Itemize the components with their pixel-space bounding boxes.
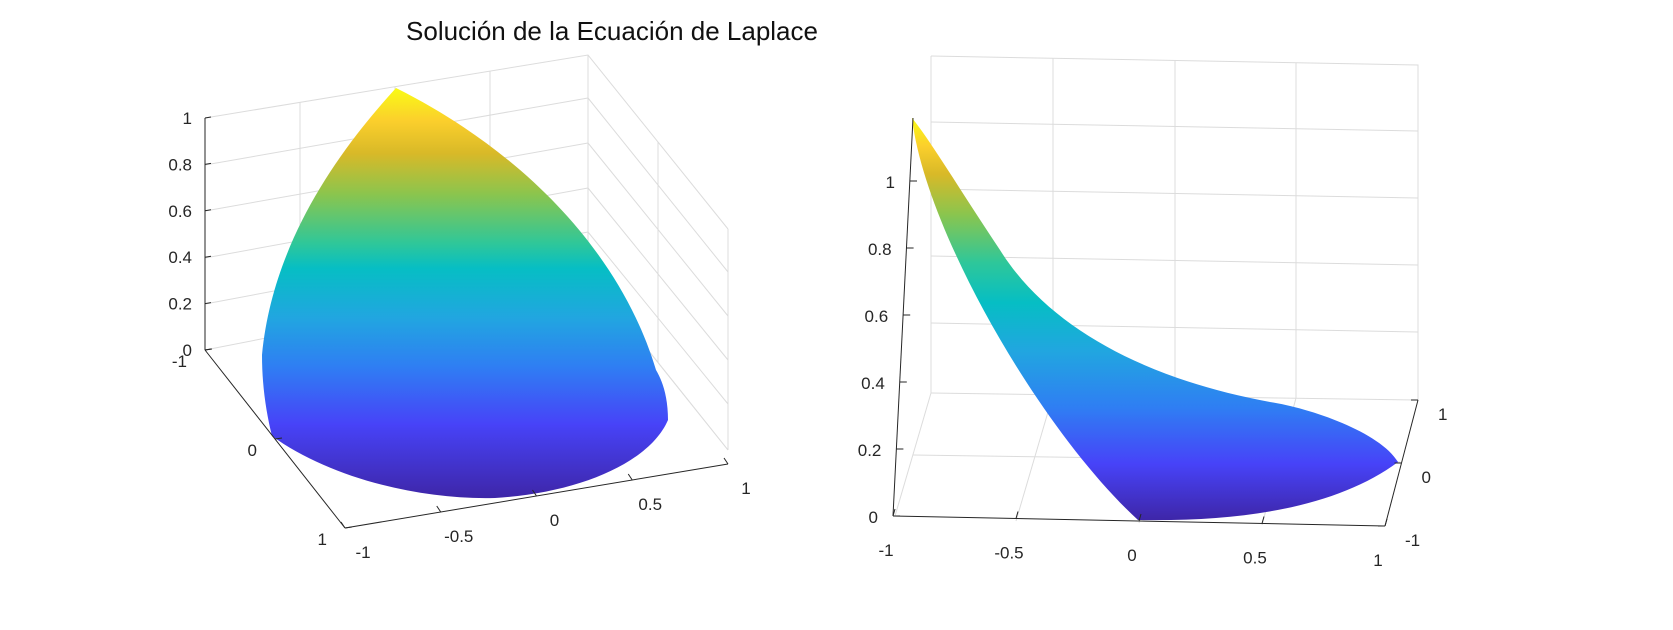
right-x-tick-label: 1 — [1373, 551, 1382, 570]
left-x-tick-label: 0.5 — [638, 495, 662, 514]
left-z-tick-label: 0.2 — [168, 295, 192, 314]
right-x-tick-label-mark — [1384, 518, 1388, 527]
left-y-tick-label: 1 — [318, 530, 327, 549]
right-z-ticks: 0 0.2 0.4 0.6 0.8 1 — [858, 173, 917, 527]
left-z-tick-label-mark — [204, 302, 212, 305]
left-x-tick-label: 1 — [741, 479, 750, 498]
left-y-ticks: -1 0 1 — [172, 348, 353, 549]
figure-title: Solución de la Ecuación de Laplace — [406, 16, 818, 46]
right-surface — [912, 118, 1398, 521]
right-x-tick-label-mark — [1261, 516, 1265, 524]
subplot-left: 00.20.40.60.81 -101 -1-0.500.51 — [168, 54, 751, 562]
right-x-tick-label: -0.5 — [994, 544, 1023, 563]
right-z-tick-label: 0.8 — [868, 240, 892, 259]
left-x-tick-label: 0 — [550, 511, 559, 530]
right-z-tick-label: 1 — [886, 173, 895, 192]
left-z-tick-label-mark — [204, 209, 212, 212]
left-x-tick-label-mark — [436, 505, 442, 513]
left-y-tick-label-mark — [204, 348, 213, 351]
right-z-tick-label: 0.2 — [858, 441, 882, 460]
right-z-tick-label: 0 — [869, 508, 878, 527]
right-y-ticks: -1 0 1 — [1378, 399, 1447, 550]
right-x-tick-label-mark — [1138, 513, 1142, 522]
left-x-tick-label-mark — [532, 489, 537, 497]
right-y-tick-label: -1 — [1405, 531, 1420, 550]
right-x-tick-label-mark — [892, 508, 896, 517]
left-z-tick-label: 0.6 — [168, 202, 192, 221]
left-z-tick-label-mark — [204, 162, 212, 165]
right-x-tick-label: -1 — [878, 541, 893, 560]
right-z-tick-label: 0.6 — [865, 307, 889, 326]
left-x-tick-label-mark — [627, 473, 633, 481]
left-surface — [262, 88, 668, 499]
left-y-tick-label: -1 — [172, 352, 187, 371]
left-z-tick-label: 0.8 — [168, 155, 192, 174]
left-x-tick-label: -1 — [355, 543, 370, 562]
left-z-tick-label-mark — [204, 255, 212, 258]
left-z-tick-label: 1 — [183, 109, 192, 128]
right-y-tick-label: 0 — [1422, 468, 1431, 487]
left-x-tick-label-mark — [340, 521, 346, 529]
right-z-tick-label: 0.4 — [861, 374, 885, 393]
left-y-tick-label-mark — [274, 437, 283, 440]
left-z-tick-label: 0.4 — [168, 248, 192, 267]
right-x-tick-label: 0.5 — [1243, 549, 1267, 568]
left-z-tick-label: 0 — [183, 341, 192, 360]
left-x-ticks: -1 -0.5 0 0.5 1 — [340, 457, 751, 562]
right-x-ticks: -1 -0.5 0 0.5 1 — [878, 508, 1388, 570]
left-z-tick-label-mark — [204, 116, 212, 119]
right-x-tick-label-mark — [1015, 511, 1019, 519]
right-x-tick-label: 0 — [1127, 546, 1136, 565]
left-y-tick-label-mark — [344, 526, 353, 529]
left-x-tick-label: -0.5 — [444, 527, 473, 546]
right-y-tick-label: 1 — [1438, 405, 1447, 424]
left-y-tick-label: 0 — [248, 441, 257, 460]
subplot-right: 00.20.40.60.81 -1 -0.5 0 0.5 1 -101 — [858, 55, 1447, 570]
left-x-tick-label-mark — [723, 457, 729, 465]
left-z-ticks: 0 0.2 0.4 0.6 0.8 1 — [168, 109, 212, 360]
